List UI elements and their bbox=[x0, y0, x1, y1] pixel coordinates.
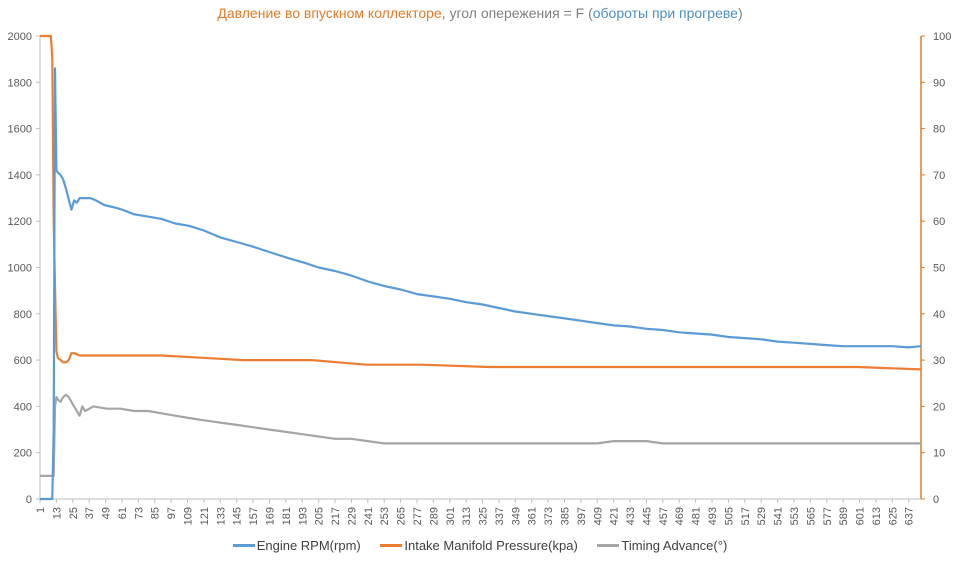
x-tick-label: 445 bbox=[641, 507, 653, 525]
x-tick-label: 229 bbox=[346, 507, 358, 525]
x-tick-label: 25 bbox=[68, 507, 80, 519]
x-tick-label: 481 bbox=[691, 507, 703, 525]
x-tick-label: 301 bbox=[445, 507, 457, 525]
x-tick-label: 505 bbox=[723, 507, 735, 525]
series-line-engine-rpm bbox=[40, 67, 922, 501]
y-left-tick-label: 1800 bbox=[8, 77, 32, 89]
x-tick-label: 277 bbox=[412, 507, 424, 525]
x-tick-label: 13 bbox=[51, 507, 63, 519]
y-right-tick-label: 70 bbox=[933, 170, 945, 182]
x-tick-label: 61 bbox=[117, 507, 129, 519]
x-tick-label: 397 bbox=[576, 507, 588, 525]
x-tick-label: 565 bbox=[805, 507, 817, 525]
x-tick-label: 169 bbox=[264, 507, 276, 525]
x-tick-label: 469 bbox=[674, 507, 686, 525]
legend-label-timing: Timing Advance(°) bbox=[621, 538, 728, 553]
title-part-1: Давление во впускном коллекторе bbox=[217, 5, 442, 21]
x-tick-label: 253 bbox=[379, 507, 391, 525]
legend-swatch-timing bbox=[597, 544, 620, 548]
x-tick-label: 577 bbox=[822, 507, 834, 525]
legend-label-rpm: Engine RPM(rpm) bbox=[256, 538, 361, 553]
x-tick-label: 457 bbox=[658, 507, 670, 525]
x-tick-label: 373 bbox=[543, 507, 555, 525]
x-tick-label: 349 bbox=[510, 507, 522, 525]
title-part-4: ) bbox=[737, 5, 743, 21]
x-tick-label: 541 bbox=[773, 507, 785, 525]
x-tick-label: 193 bbox=[297, 507, 309, 525]
x-tick-label: 421 bbox=[609, 507, 621, 525]
x-tick-label: 337 bbox=[494, 507, 506, 525]
x-tick-label: 97 bbox=[166, 507, 178, 519]
x-tick-label: 637 bbox=[904, 507, 916, 525]
y-right-tick-label: 50 bbox=[933, 263, 945, 275]
y-left-tick-label: 1000 bbox=[8, 263, 32, 275]
x-tick-label: 289 bbox=[428, 507, 440, 525]
title-part-3: обороты при прогреве bbox=[592, 5, 738, 21]
y-left-tick-label: 600 bbox=[14, 355, 32, 367]
y-right-tick-label: 60 bbox=[933, 216, 945, 228]
x-tick-label: 241 bbox=[363, 507, 375, 525]
y-left-tick-label: 2000 bbox=[8, 31, 32, 43]
legend-label-pressure: Intake Manifold Pressure(kpa) bbox=[404, 538, 578, 553]
x-tick-label: 517 bbox=[740, 507, 752, 525]
legend-swatch-pressure bbox=[380, 544, 403, 548]
y-left-tick-label: 200 bbox=[14, 448, 32, 460]
x-tick-label: 325 bbox=[478, 507, 490, 525]
x-tick-label: 85 bbox=[150, 507, 162, 519]
y-left-tick-label: 1600 bbox=[8, 124, 32, 136]
chart-legend: Engine RPM(rpm) Intake Manifold Pressure… bbox=[0, 538, 960, 553]
x-tick-label: 217 bbox=[330, 507, 342, 525]
legend-swatch-rpm bbox=[232, 544, 255, 548]
x-tick-label: 493 bbox=[707, 507, 719, 525]
x-tick-label: 433 bbox=[625, 507, 637, 525]
legend-item-timing: Timing Advance(°) bbox=[597, 538, 727, 553]
x-tick-label: 37 bbox=[84, 507, 96, 519]
x-tick-label: 385 bbox=[560, 507, 572, 525]
x-tick-label: 553 bbox=[789, 507, 801, 525]
x-tick-label: 1 bbox=[35, 507, 47, 513]
x-tick-label: 625 bbox=[887, 507, 899, 525]
y-left-tick-label: 1400 bbox=[8, 170, 32, 182]
x-tick-label: 109 bbox=[183, 507, 195, 525]
x-tick-label: 205 bbox=[314, 507, 326, 525]
y-right-tick-label: 0 bbox=[933, 494, 939, 506]
x-tick-label: 601 bbox=[855, 507, 867, 525]
series-line-intake-pressure bbox=[40, 34, 922, 371]
y-right-tick-label: 30 bbox=[933, 355, 945, 367]
x-tick-label: 529 bbox=[756, 507, 768, 525]
x-tick-label: 409 bbox=[592, 507, 604, 525]
x-tick-label: 589 bbox=[838, 507, 850, 525]
x-tick-label: 121 bbox=[199, 507, 211, 525]
x-tick-label: 133 bbox=[215, 507, 227, 525]
y-right-tick-label: 100 bbox=[933, 31, 951, 43]
y-left-tick-label: 800 bbox=[14, 309, 32, 321]
chart-title: Давление во впускном коллекторе, угол оп… bbox=[0, 5, 960, 21]
x-tick-label: 265 bbox=[396, 507, 408, 525]
y-left-tick-label: 0 bbox=[26, 494, 32, 506]
y-right-tick-label: 80 bbox=[933, 124, 945, 136]
series-line-timing-advance bbox=[40, 393, 921, 477]
x-tick-label: 145 bbox=[232, 507, 244, 525]
legend-item-rpm: Engine RPM(rpm) bbox=[232, 538, 361, 553]
legend-item-pressure: Intake Manifold Pressure(kpa) bbox=[380, 538, 578, 553]
y-left-tick-label: 1200 bbox=[8, 216, 32, 228]
x-tick-label: 361 bbox=[527, 507, 539, 525]
y-left-tick-label: 400 bbox=[14, 401, 32, 413]
y-right-tick-label: 40 bbox=[933, 309, 945, 321]
y-right-tick-label: 10 bbox=[933, 448, 945, 460]
x-tick-label: 73 bbox=[133, 507, 145, 519]
x-tick-label: 181 bbox=[281, 507, 293, 525]
x-tick-label: 157 bbox=[248, 507, 260, 525]
x-tick-label: 313 bbox=[461, 507, 473, 525]
x-tick-label: 613 bbox=[871, 507, 883, 525]
title-part-2: , угол опережения = F ( bbox=[441, 5, 593, 21]
x-tick-label: 49 bbox=[101, 507, 113, 519]
y-right-tick-label: 20 bbox=[933, 401, 945, 413]
y-right-tick-label: 90 bbox=[933, 77, 945, 89]
